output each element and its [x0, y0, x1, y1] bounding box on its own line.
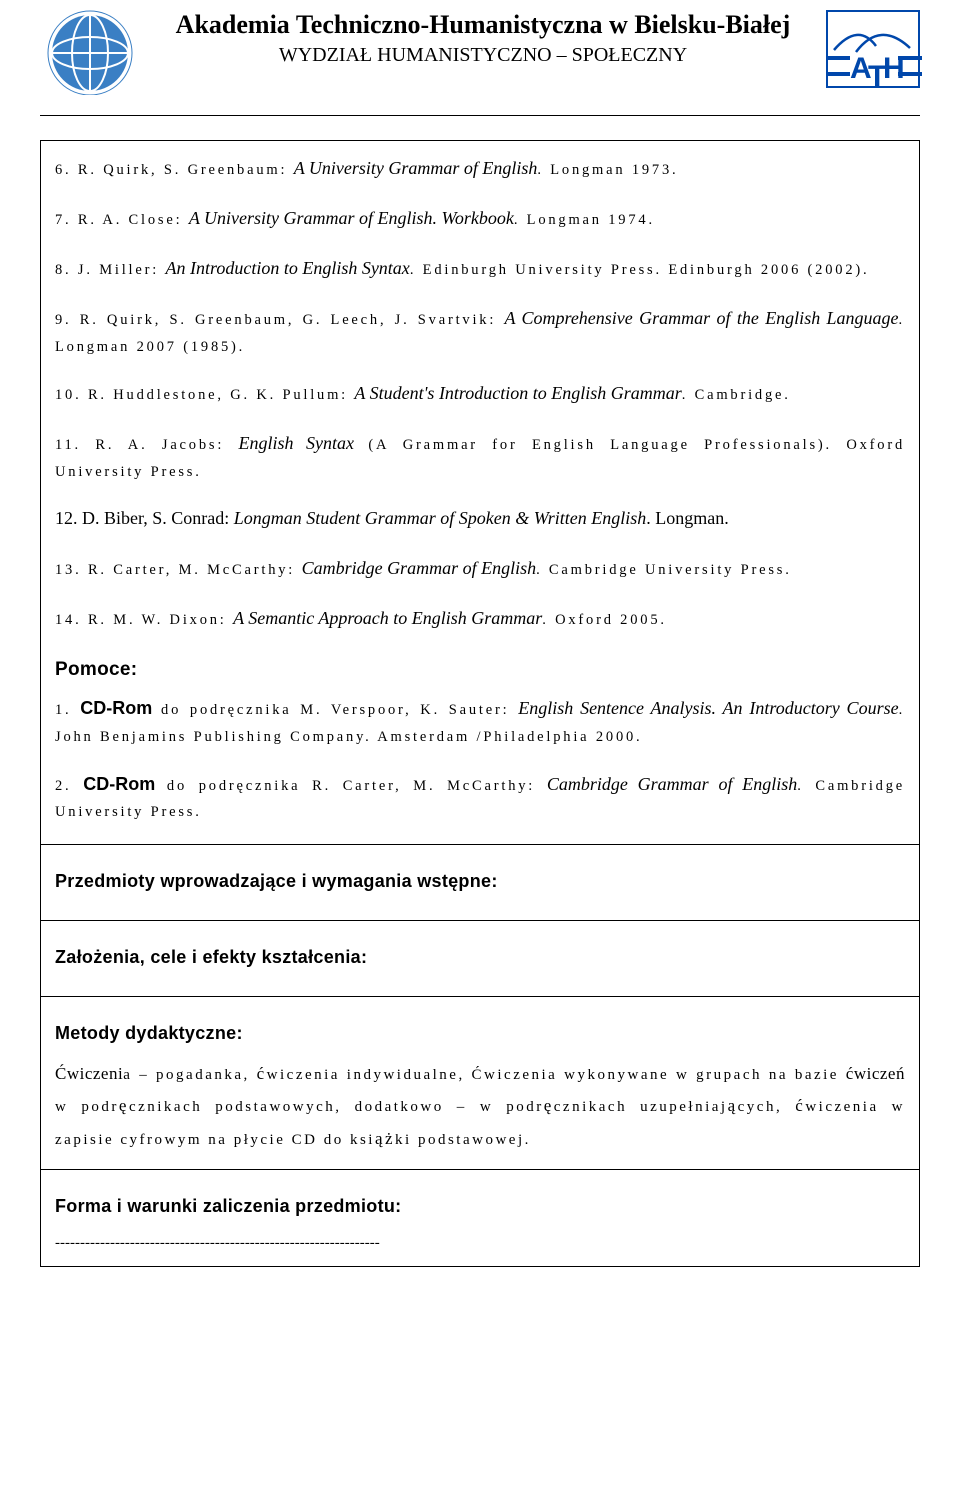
methods-cell: Metody dydaktyczne: Ćwiczenia – pogadank… — [41, 996, 919, 1169]
prereq-heading: Przedmioty wprowadzające i wymagania wst… — [55, 871, 905, 892]
faculty-subtitle: WYDZIAŁ HUMANISTYCZNO – SPOŁECZNY — [152, 44, 814, 67]
references-cell: 6. R. Quirk, S. Greenbaum: A University … — [41, 141, 919, 844]
goals-heading: Założenia, cele i efekty kształcenia: — [55, 947, 905, 968]
ref-14: 14. R. M. W. Dixon: A Semantic Approach … — [55, 605, 905, 633]
institution-title: Akademia Techniczno-Humanistyczna w Biel… — [152, 10, 814, 40]
pomoce-heading: Pomoce: — [55, 659, 905, 681]
header-divider — [40, 115, 920, 116]
ref-13: 13. R. Carter, M. McCarthy: Cambridge Gr… — [55, 555, 905, 583]
dash-line: ----------------------------------------… — [55, 1235, 905, 1252]
assessment-heading: Forma i warunki zaliczenia przedmiotu: — [55, 1196, 905, 1217]
globe-logo — [40, 10, 140, 95]
pomoce-1: 1. CD-Rom do podręcznika M. Verspoor, K.… — [55, 695, 905, 748]
ref-10: 10. R. Huddlestone, G. K. Pullum: A Stud… — [55, 380, 905, 408]
content-box: 6. R. Quirk, S. Greenbaum: A University … — [40, 140, 920, 1267]
ref-7: 7. R. A. Close: A University Grammar of … — [55, 205, 905, 233]
ref-6: 6. R. Quirk, S. Greenbaum: A University … — [55, 155, 905, 183]
ath-logo: A T H — [826, 10, 920, 88]
page-header: Akademia Techniczno-Humanistyczna w Biel… — [40, 0, 920, 109]
svg-text:H: H — [883, 52, 905, 85]
assessment-cell: Forma i warunki zaliczenia przedmiotu: -… — [41, 1169, 919, 1266]
ref-12: 12. D. Biber, S. Conrad: Longman Student… — [55, 505, 905, 533]
methods-heading: Metody dydaktyczne: — [55, 1023, 905, 1044]
pomoce-section: Pomoce: 1. CD-Rom do podręcznika M. Vers… — [55, 659, 905, 824]
ref-8: 8. J. Miller: An Introduction to English… — [55, 255, 905, 283]
ref-9: 9. R. Quirk, S. Greenbaum, G. Leech, J. … — [55, 305, 905, 358]
prereq-cell: Przedmioty wprowadzające i wymagania wst… — [41, 844, 919, 920]
ref-11: 11. R. A. Jacobs: English Syntax (A Gram… — [55, 430, 905, 483]
goals-cell: Założenia, cele i efekty kształcenia: — [41, 920, 919, 996]
methods-body: Ćwiczenia – pogadanka, ćwiczenia indywid… — [55, 1058, 905, 1155]
pomoce-2: 2. CD-Rom do podręcznika R. Carter, M. M… — [55, 771, 905, 824]
header-text-block: Akademia Techniczno-Humanistyczna w Biel… — [152, 10, 814, 67]
